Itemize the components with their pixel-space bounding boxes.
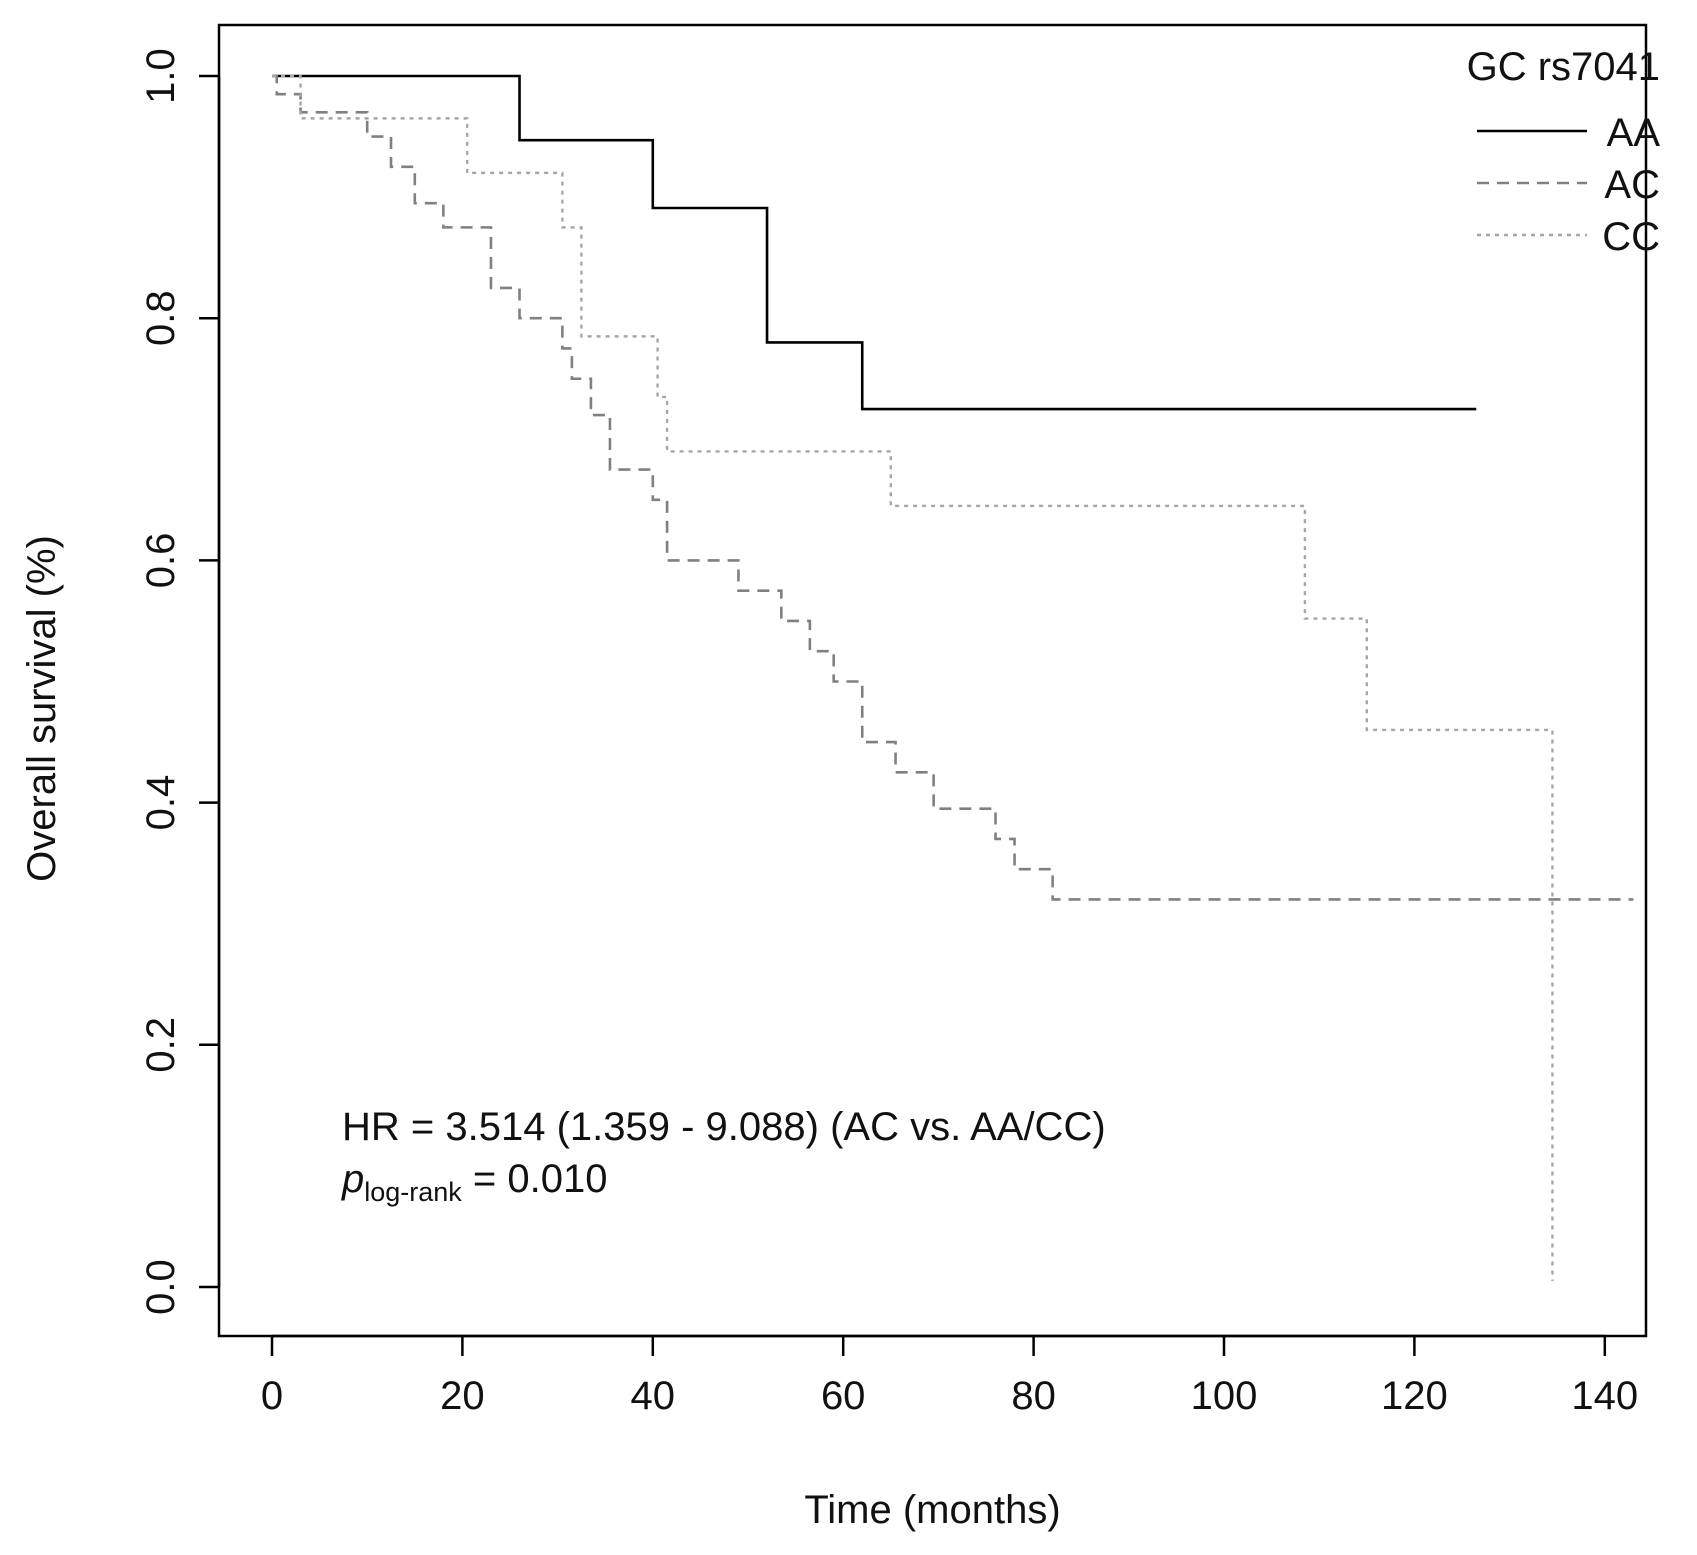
y-tick-label: 0.2 — [139, 1017, 183, 1073]
survival-curve-cc — [272, 74, 1554, 1281]
x-tick-label: 80 — [1011, 1374, 1056, 1418]
y-axis: 0.0 0.2 0.4 0.6 0.8 1.0 — [139, 48, 221, 1315]
x-tick-label: 60 — [821, 1374, 866, 1418]
p-symbol: p — [341, 1157, 364, 1201]
annotation-block: HR = 3.514 (1.359 - 9.088) (AC vs. AA/CC… — [341, 1105, 1106, 1207]
legend-label-cc: CC — [1602, 215, 1660, 259]
legend-label-ac: AC — [1604, 163, 1660, 207]
y-tick-label: 0.8 — [139, 290, 183, 346]
y-tick-label: 0.0 — [139, 1259, 183, 1315]
legend: GC rs7041 AA AC CC — [1467, 45, 1661, 259]
x-axis-title: Time (months) — [804, 1488, 1060, 1532]
legend-label-aa: AA — [1607, 111, 1661, 155]
x-tick-label: 120 — [1381, 1374, 1448, 1418]
y-axis-title: Overall survival (%) — [20, 535, 64, 882]
x-tick-label: 100 — [1191, 1374, 1258, 1418]
survival-curve-aa — [272, 74, 1477, 411]
p-value: = 0.010 — [462, 1157, 608, 1201]
hazard-ratio-text: HR = 3.514 (1.359 - 9.088) (AC vs. AA/CC… — [342, 1105, 1106, 1149]
x-tick-label: 40 — [631, 1374, 676, 1418]
legend-title: GC rs7041 — [1467, 45, 1660, 89]
y-tick-label: 1.0 — [139, 48, 183, 104]
p-subscript: log-rank — [364, 1177, 462, 1207]
series-layer — [272, 74, 1634, 1281]
x-tick-label: 140 — [1571, 1374, 1638, 1418]
x-tick-label: 0 — [261, 1374, 283, 1418]
x-axis: 0 20 40 60 80 100 120 140 — [261, 1334, 1638, 1418]
y-tick-label: 0.4 — [139, 775, 183, 831]
y-tick-label: 0.6 — [139, 533, 183, 589]
x-tick-label: 20 — [440, 1374, 485, 1418]
p-value-text: plog-rank = 0.010 — [341, 1157, 607, 1207]
survival-curve-ac — [272, 74, 1634, 901]
